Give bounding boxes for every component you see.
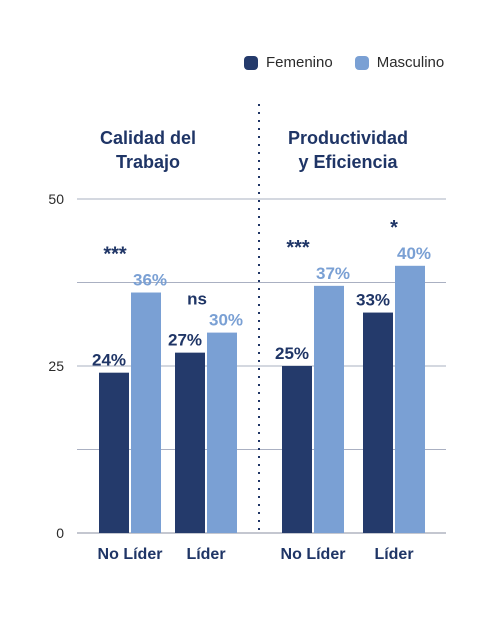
data-label-femenino: 24% — [92, 351, 126, 370]
legend: Femenino Masculino — [244, 54, 466, 71]
x-tick-label: No Líder — [281, 546, 346, 563]
bar-masculino — [207, 332, 237, 533]
data-label-femenino: 27% — [168, 331, 202, 350]
panel-title-left-line2: Trabajo — [115, 152, 181, 172]
panel-title-right: Productividad y Eficiencia — [268, 126, 428, 174]
significance-marker: ns — [187, 290, 207, 309]
significance-marker: *** — [103, 244, 127, 266]
legend-swatch-femenino — [244, 55, 258, 70]
legend-label-femenino: Femenino — [266, 54, 333, 71]
bar-masculino — [131, 292, 161, 533]
y-tick-label: 0 — [56, 525, 64, 541]
x-tick-label: Líder — [374, 546, 413, 563]
bar-masculino — [314, 285, 344, 533]
x-tick-label: Líder — [186, 546, 225, 563]
data-label-masculino: 37% — [316, 264, 350, 283]
bar-femenino — [363, 312, 393, 533]
panel-title-left-line1: Calidad del — [99, 128, 197, 148]
data-label-masculino: 40% — [397, 244, 431, 263]
legend-label-masculino: Masculino — [376, 54, 445, 71]
y-tick-label: 50 — [48, 191, 64, 207]
panel-title-right-line2: y Eficiencia — [298, 152, 398, 172]
data-label-masculino: 36% — [133, 271, 167, 290]
legend-item-femenino: Femenino — [244, 54, 333, 71]
bar-masculino — [395, 265, 425, 533]
data-label-femenino: 33% — [356, 291, 390, 310]
panel-title-left: Calidad del Trabajo — [78, 126, 218, 174]
significance-marker: *** — [286, 237, 310, 259]
data-label-masculino: 30% — [209, 311, 243, 330]
bar-femenino — [282, 366, 312, 533]
bar-femenino — [99, 372, 129, 533]
panel-title-right-line1: Productividad — [287, 128, 408, 148]
significance-marker: * — [390, 217, 398, 239]
data-label-femenino: 25% — [275, 344, 309, 363]
y-tick-label: 25 — [48, 358, 64, 374]
x-tick-label: No Líder — [98, 546, 163, 563]
bar-femenino — [175, 352, 205, 533]
legend-swatch-masculino — [354, 55, 369, 70]
legend-item-masculino: Masculino — [354, 54, 445, 71]
